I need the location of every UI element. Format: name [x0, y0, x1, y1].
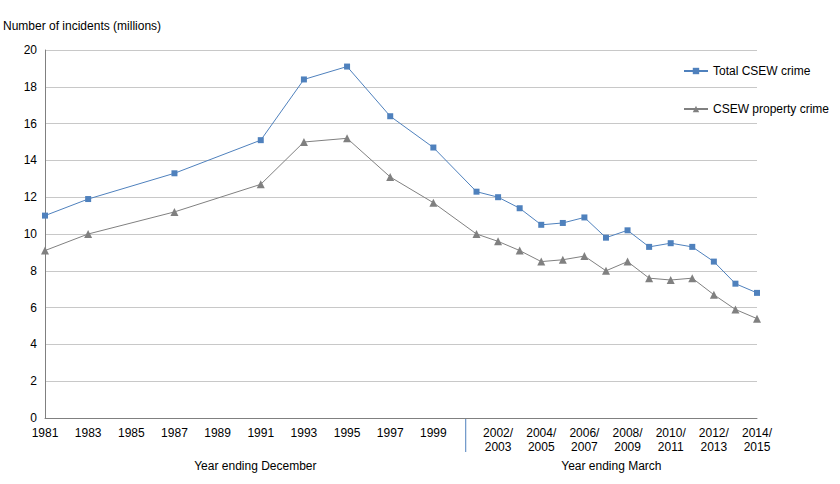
- svg-text:10: 10: [24, 227, 38, 241]
- svg-text:1991: 1991: [247, 426, 274, 440]
- svg-text:1995: 1995: [334, 426, 361, 440]
- svg-text:2003: 2003: [485, 440, 512, 454]
- svg-text:8: 8: [30, 264, 37, 278]
- svg-text:1985: 1985: [118, 426, 145, 440]
- svg-text:1983: 1983: [75, 426, 102, 440]
- svg-text:2011: 2011: [658, 440, 684, 454]
- svg-text:2015: 2015: [744, 440, 771, 454]
- svg-text:1987: 1987: [161, 426, 188, 440]
- svg-text:CSEW property crime: CSEW property crime: [713, 102, 829, 116]
- svg-text:2014/: 2014/: [742, 426, 773, 440]
- svg-text:2012/: 2012/: [699, 426, 730, 440]
- svg-text:2013: 2013: [700, 440, 727, 454]
- svg-text:2002/: 2002/: [483, 426, 514, 440]
- svg-text:1997: 1997: [377, 426, 404, 440]
- svg-text:2010/: 2010/: [656, 426, 687, 440]
- svg-text:2006/: 2006/: [569, 426, 600, 440]
- svg-text:6: 6: [30, 301, 37, 315]
- svg-text:1993: 1993: [291, 426, 318, 440]
- svg-text:Number of incidents (millions): Number of incidents (millions): [3, 19, 161, 33]
- svg-text:1981: 1981: [32, 426, 59, 440]
- svg-text:16: 16: [24, 117, 38, 131]
- svg-text:Year ending March: Year ending March: [561, 459, 661, 473]
- svg-text:18: 18: [24, 80, 38, 94]
- svg-text:12: 12: [24, 190, 38, 204]
- svg-text:1989: 1989: [204, 426, 231, 440]
- svg-text:20: 20: [24, 43, 38, 57]
- svg-text:2004/: 2004/: [526, 426, 557, 440]
- svg-text:Year ending December: Year ending December: [194, 459, 316, 473]
- svg-text:2007: 2007: [571, 440, 598, 454]
- svg-text:4: 4: [30, 337, 37, 351]
- svg-text:2005: 2005: [528, 440, 555, 454]
- svg-text:Total CSEW crime: Total CSEW crime: [713, 64, 811, 78]
- svg-text:0: 0: [30, 411, 37, 425]
- svg-text:2: 2: [30, 374, 37, 388]
- svg-text:2008/: 2008/: [613, 426, 644, 440]
- svg-text:14: 14: [24, 153, 38, 167]
- svg-text:2009: 2009: [614, 440, 641, 454]
- svg-text:1999: 1999: [420, 426, 447, 440]
